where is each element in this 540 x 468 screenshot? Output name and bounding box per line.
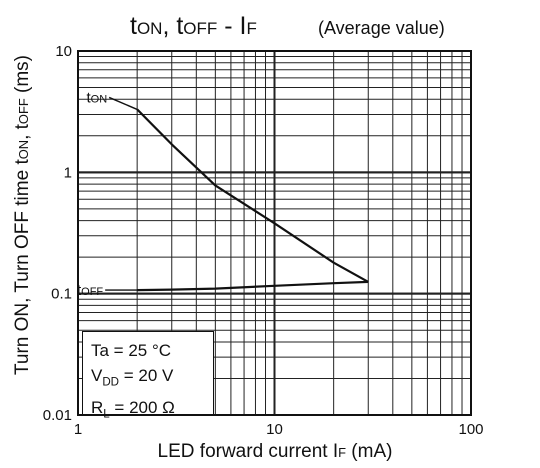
y-axis-label: Turn ON, Turn OFF time tON, tOFF (ms) bbox=[12, 55, 33, 375]
chart-title-note: (Average value) bbox=[318, 18, 445, 38]
x-axis-label: LED forward current IF (mA) bbox=[157, 441, 393, 462]
y-tick-label: 0.1 bbox=[51, 286, 72, 303]
series-label-1: tOFF bbox=[77, 282, 103, 299]
grid-minor-lines bbox=[78, 51, 471, 415]
condition-ta: Ta = 25 °C bbox=[91, 341, 172, 360]
chart-title: tON, tOFF - IF (Average value) bbox=[0, 8, 540, 42]
x-tick-label: 1 bbox=[74, 421, 82, 438]
x-tick-label: 100 bbox=[458, 421, 483, 438]
series-lines: tON tOFF bbox=[77, 89, 369, 299]
chart-title-main: tON, tOFF - IF bbox=[130, 12, 257, 40]
series-line-1 bbox=[137, 280, 369, 292]
series-label-leader-0 bbox=[108, 96, 138, 111]
condition-rl: RL = 200 Ω bbox=[91, 398, 175, 421]
condition-vdd: VDD = 20 V bbox=[91, 366, 174, 389]
series-line-0 bbox=[136, 108, 369, 283]
y-tick-label: 10 bbox=[55, 43, 72, 60]
series-label-0: tON bbox=[86, 89, 107, 106]
y-tick-label: 0.01 bbox=[43, 407, 72, 424]
y-tick-label: 1 bbox=[64, 164, 72, 181]
tick-labels: 1 10 100 0.01 0.1 1 10 bbox=[43, 43, 484, 438]
plot-frame bbox=[77, 50, 472, 416]
conditions-box: Ta = 25 °C VDD = 20 V RL = 200 Ω bbox=[82, 331, 214, 421]
x-tick-label: 10 bbox=[266, 421, 283, 438]
